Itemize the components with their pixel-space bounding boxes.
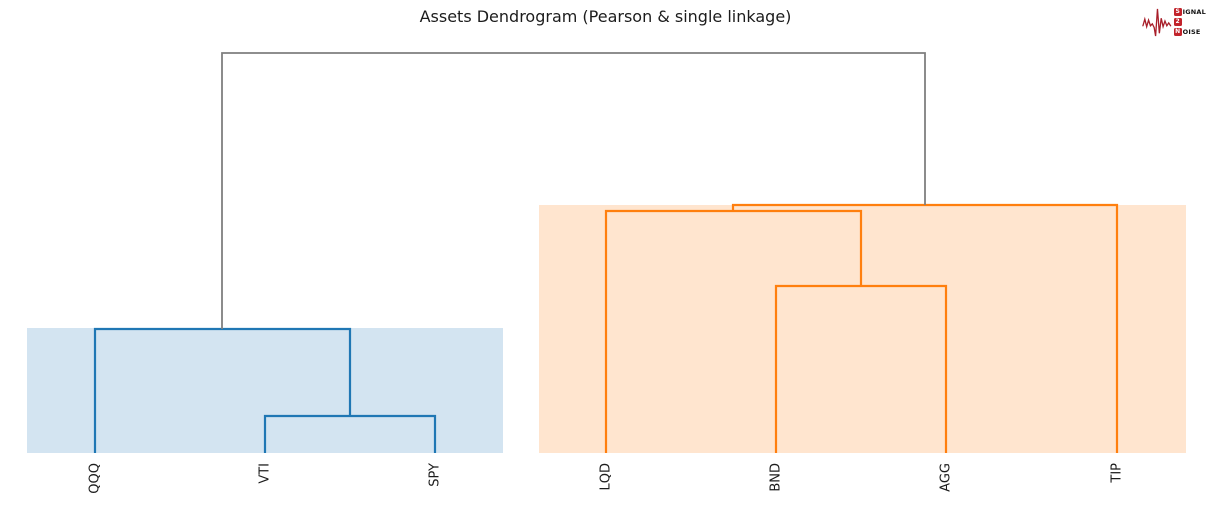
- leaf-label-lqd: LQD: [599, 463, 614, 491]
- waveform-icon: [1141, 8, 1171, 37]
- leaf-label-spy: SPY: [428, 463, 443, 487]
- chart-title: Assets Dendrogram (Pearson & single link…: [419, 7, 792, 26]
- logo-text-oise: OISE: [1182, 28, 1201, 36]
- logo-badge-n: N: [1173, 28, 1182, 36]
- leaf-label-qqq: QQQ: [88, 463, 103, 494]
- logo-row-2: 2: [1173, 18, 1206, 26]
- leaf-label-tip: TIP: [1110, 463, 1125, 484]
- logo-row-noise: N OISE: [1173, 28, 1206, 36]
- logo-text-ignal: IGNAL: [1182, 8, 1206, 16]
- link-root: [221, 52, 926, 329]
- logo-badge-2: 2: [1173, 18, 1182, 26]
- leaf-label-agg: AGG: [939, 463, 954, 492]
- cluster-highlight-orange: [539, 205, 1186, 453]
- leaf-label-vti: VTI: [258, 463, 273, 484]
- signal2noise-logo: S IGNAL 2 N OISE: [1141, 4, 1206, 40]
- logo-badge-s: S: [1173, 8, 1182, 16]
- logo-text: S IGNAL 2 N OISE: [1173, 8, 1206, 36]
- logo-row-signal: S IGNAL: [1173, 8, 1206, 16]
- leaf-label-bnd: BND: [769, 463, 784, 492]
